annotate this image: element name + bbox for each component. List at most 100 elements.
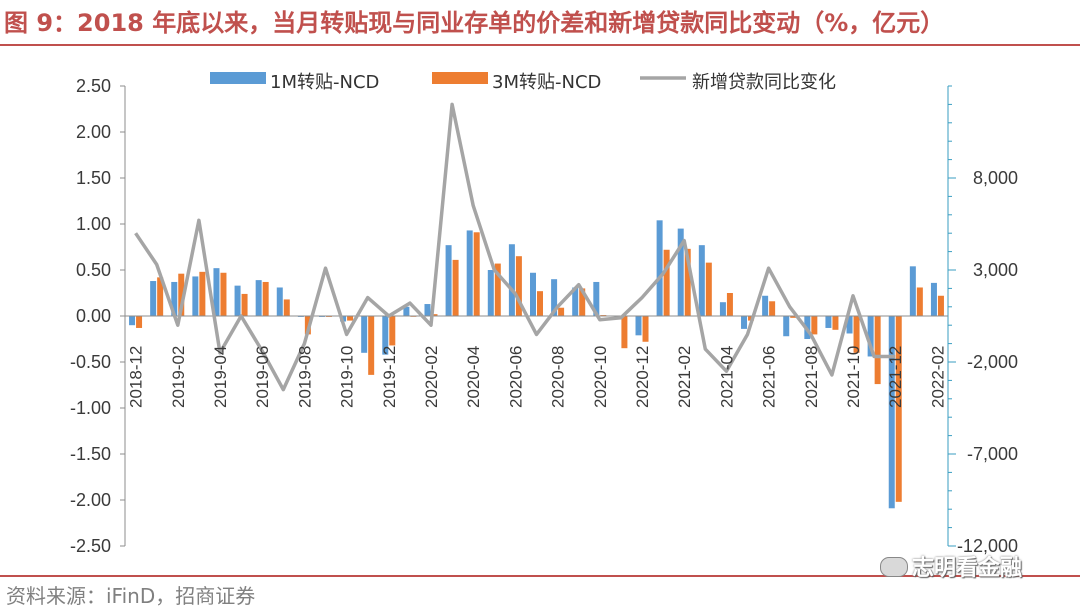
bar-3m-ncd <box>726 293 733 316</box>
watermark-text: 志明看金融 <box>912 556 1023 581</box>
bar-1m-ncd <box>783 316 790 337</box>
series-1m-bars <box>129 220 937 509</box>
bar-1m-ncd <box>403 306 410 316</box>
bar-3m-ncd <box>916 287 923 316</box>
y-left-tick-label: 2.00 <box>76 122 111 142</box>
bar-1m-ncd <box>551 279 558 316</box>
legend-label: 新增贷款同比变化 <box>692 72 836 93</box>
bar-1m-ncd <box>445 245 452 316</box>
x-tick-label: 2019-10 <box>338 346 357 408</box>
bar-3m-ncd <box>494 263 501 316</box>
bar-1m-ncd <box>867 316 874 357</box>
bar-3m-ncd <box>937 295 944 316</box>
bar-3m-ncd <box>368 316 375 375</box>
bar-1m-ncd <box>635 316 642 336</box>
bar-1m-ncd <box>762 295 769 316</box>
legend: 1M转贴-NCD 3M转贴-NCD 新增贷款同比变化 <box>210 72 836 93</box>
y-left-tick-label: 1.50 <box>76 168 111 188</box>
line-loan-yoy <box>134 102 896 392</box>
x-tick-label: 2020-12 <box>633 346 652 408</box>
x-tick-label: 2021-10 <box>844 346 863 408</box>
x-tick-label: 2020-02 <box>422 346 441 408</box>
x-tick-label: 2019-12 <box>380 346 399 408</box>
bar-3m-ncd <box>452 259 459 316</box>
bar-3m-ncd <box>895 316 902 502</box>
bar-3m-ncd <box>220 272 227 316</box>
y-right-tick-label: -7,000 <box>967 444 1018 464</box>
x-tick-label: 2021-02 <box>675 346 694 408</box>
bar-3m-ncd <box>663 249 670 316</box>
bar-1m-ncd <box>656 220 663 316</box>
axes <box>124 86 949 546</box>
bar-1m-ncd <box>530 272 536 316</box>
bar-1m-ncd <box>719 302 726 316</box>
bar-1m-ncd <box>255 280 262 316</box>
source-note: 资料来源：iFinD，招商证券 <box>6 584 256 608</box>
bar-1m-ncd <box>741 316 748 329</box>
x-tick-label: 2021-06 <box>760 346 779 408</box>
chart-title: 图 9：2018 年底以来，当月转贴现与同业存单的价差和新增贷款同比变动（%，亿… <box>4 9 945 37</box>
wechat-icon <box>880 557 908 577</box>
bar-3m-ncd <box>157 277 164 316</box>
x-tick-label: 2020-04 <box>464 346 483 408</box>
chart: 1M转贴-NCD 3M转贴-NCD 新增贷款同比变化 2018-12 2019-02 2… <box>70 72 1018 556</box>
bar-1m-ncd <box>361 316 368 353</box>
bar-3m-ncd <box>283 299 290 316</box>
bar-1m-ncd <box>150 281 157 316</box>
series-loan-line <box>134 102 896 392</box>
y-right-tick-label: -12,000 <box>957 536 1018 556</box>
bar-1m-ncd <box>466 230 473 316</box>
y-left-tick-label: -2.00 <box>70 490 111 510</box>
bar-3m-ncd <box>790 316 797 318</box>
x-tick-label: 2020-08 <box>549 346 568 408</box>
y-right-tick-label: 8,000 <box>973 168 1018 188</box>
y-left-tick-label: -0.50 <box>70 352 111 372</box>
bar-1m-ncd <box>698 245 705 316</box>
bar-1m-ncd <box>572 287 579 316</box>
bar-1m-ncd <box>846 316 853 334</box>
y-right-tick-label: 3,000 <box>973 260 1018 280</box>
y-left-tick-label: 0.50 <box>76 260 111 280</box>
bar-3m-ncd <box>515 256 522 316</box>
bar-3m-ncd <box>811 316 818 335</box>
y-left-tick-label: -2.50 <box>70 536 111 556</box>
bar-1m-ncd <box>129 316 136 326</box>
x-tick-label: 2019-06 <box>253 346 272 408</box>
bar-3m-ncd <box>832 316 839 330</box>
y-left-tick-label: -1.00 <box>70 398 111 418</box>
bar-3m-ncd <box>389 316 396 346</box>
bar-1m-ncd <box>487 270 494 316</box>
y-left-tick-label: 2.50 <box>76 76 111 96</box>
x-tick-label: 2018-12 <box>127 346 146 408</box>
bar-1m-ncd <box>677 228 684 316</box>
y-right-tick-label: -2,000 <box>967 352 1018 372</box>
y-left-tick-label: 0.00 <box>76 306 111 326</box>
x-axis-ticks: 2018-12 2019-02 2019-04 2019-06 2019-08 2019-… <box>127 346 948 408</box>
bar-3m-ncd <box>874 316 881 385</box>
bar-3m-ncd <box>769 301 776 316</box>
bar-1m-ncd <box>424 304 431 316</box>
bar-3m-ncd <box>642 316 649 342</box>
bar-3m-ncd <box>473 232 480 316</box>
bar-1m-ncd <box>171 281 178 316</box>
bar-1m-ncd <box>234 285 241 316</box>
y-left-tick-label: 1.00 <box>76 214 111 234</box>
y-left-tick-label: -1.50 <box>70 444 111 464</box>
bar-1m-ncd <box>382 316 389 355</box>
bar-3m-ncd <box>621 316 628 349</box>
title-divider <box>0 44 1080 46</box>
bar-1m-ncd <box>593 281 600 316</box>
bar-3m-ncd <box>537 291 543 316</box>
legend-label: 3M转贴-NCD <box>492 72 601 93</box>
y-axis-right-ticks: 8,000 3,000 -2,000 -7,000 -12,000 <box>948 85 1018 556</box>
bar-1m-ncd <box>276 287 283 316</box>
bar-3m-ncd <box>136 316 143 328</box>
bar-3m-ncd <box>705 262 712 316</box>
x-tick-label: 2020-10 <box>591 346 610 408</box>
legend-swatch <box>210 72 266 84</box>
bar-3m-ncd <box>431 314 438 316</box>
bar-3m-ncd <box>262 281 269 316</box>
bar-3m-ncd <box>178 273 185 316</box>
legend-swatch <box>432 72 488 84</box>
x-tick-label: 2021-08 <box>802 346 821 408</box>
